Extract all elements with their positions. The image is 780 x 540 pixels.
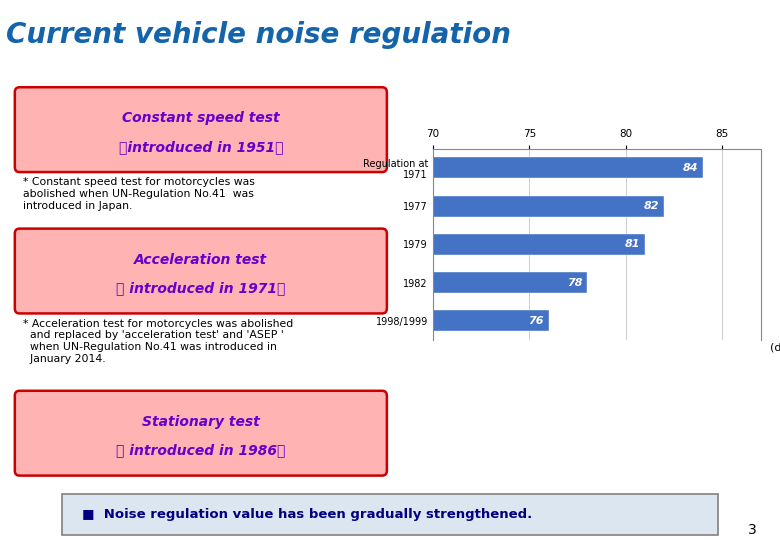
Text: （ introduced in 1986）: （ introduced in 1986） <box>116 443 285 457</box>
Text: 3: 3 <box>748 523 757 537</box>
Text: Acceleration test: Acceleration test <box>134 253 268 267</box>
Text: （introduced in 1951）: （introduced in 1951） <box>119 140 283 154</box>
Text: 81: 81 <box>625 239 640 249</box>
Text: Transition of Acceleration  noise regulation: Transition of Acceleration noise regulat… <box>440 94 726 107</box>
FancyBboxPatch shape <box>15 228 387 313</box>
Text: * Constant speed test for motorcycles was
abolished when UN-Regulation No.41  wa: * Constant speed test for motorcycles wa… <box>23 178 255 211</box>
Bar <box>433 272 587 293</box>
FancyBboxPatch shape <box>15 87 387 172</box>
Bar <box>433 195 664 217</box>
Text: 82: 82 <box>644 201 659 211</box>
Text: Stationary test: Stationary test <box>142 415 260 429</box>
Text: * Acceleration test for motorcycles was abolished
  and replaced by 'acceleratio: * Acceleration test for motorcycles was … <box>23 319 293 363</box>
Text: Constant speed test: Constant speed test <box>122 111 280 125</box>
Text: Current vehicle noise regulation: Current vehicle noise regulation <box>6 21 511 49</box>
Bar <box>433 157 703 178</box>
Text: 78: 78 <box>567 278 582 288</box>
Bar <box>433 310 548 332</box>
FancyBboxPatch shape <box>62 494 718 535</box>
Text: 84: 84 <box>682 163 698 173</box>
Bar <box>433 234 645 255</box>
Text: （ introduced in 1971）: （ introduced in 1971） <box>116 281 285 295</box>
Text: 76: 76 <box>528 316 544 326</box>
FancyBboxPatch shape <box>15 391 387 476</box>
Text: ■  Noise regulation value has been gradually strengthened.: ■ Noise regulation value has been gradua… <box>82 508 532 521</box>
Text: value on passenger cars: value on passenger cars <box>502 124 664 137</box>
Text: (dB): (dB) <box>770 343 780 353</box>
